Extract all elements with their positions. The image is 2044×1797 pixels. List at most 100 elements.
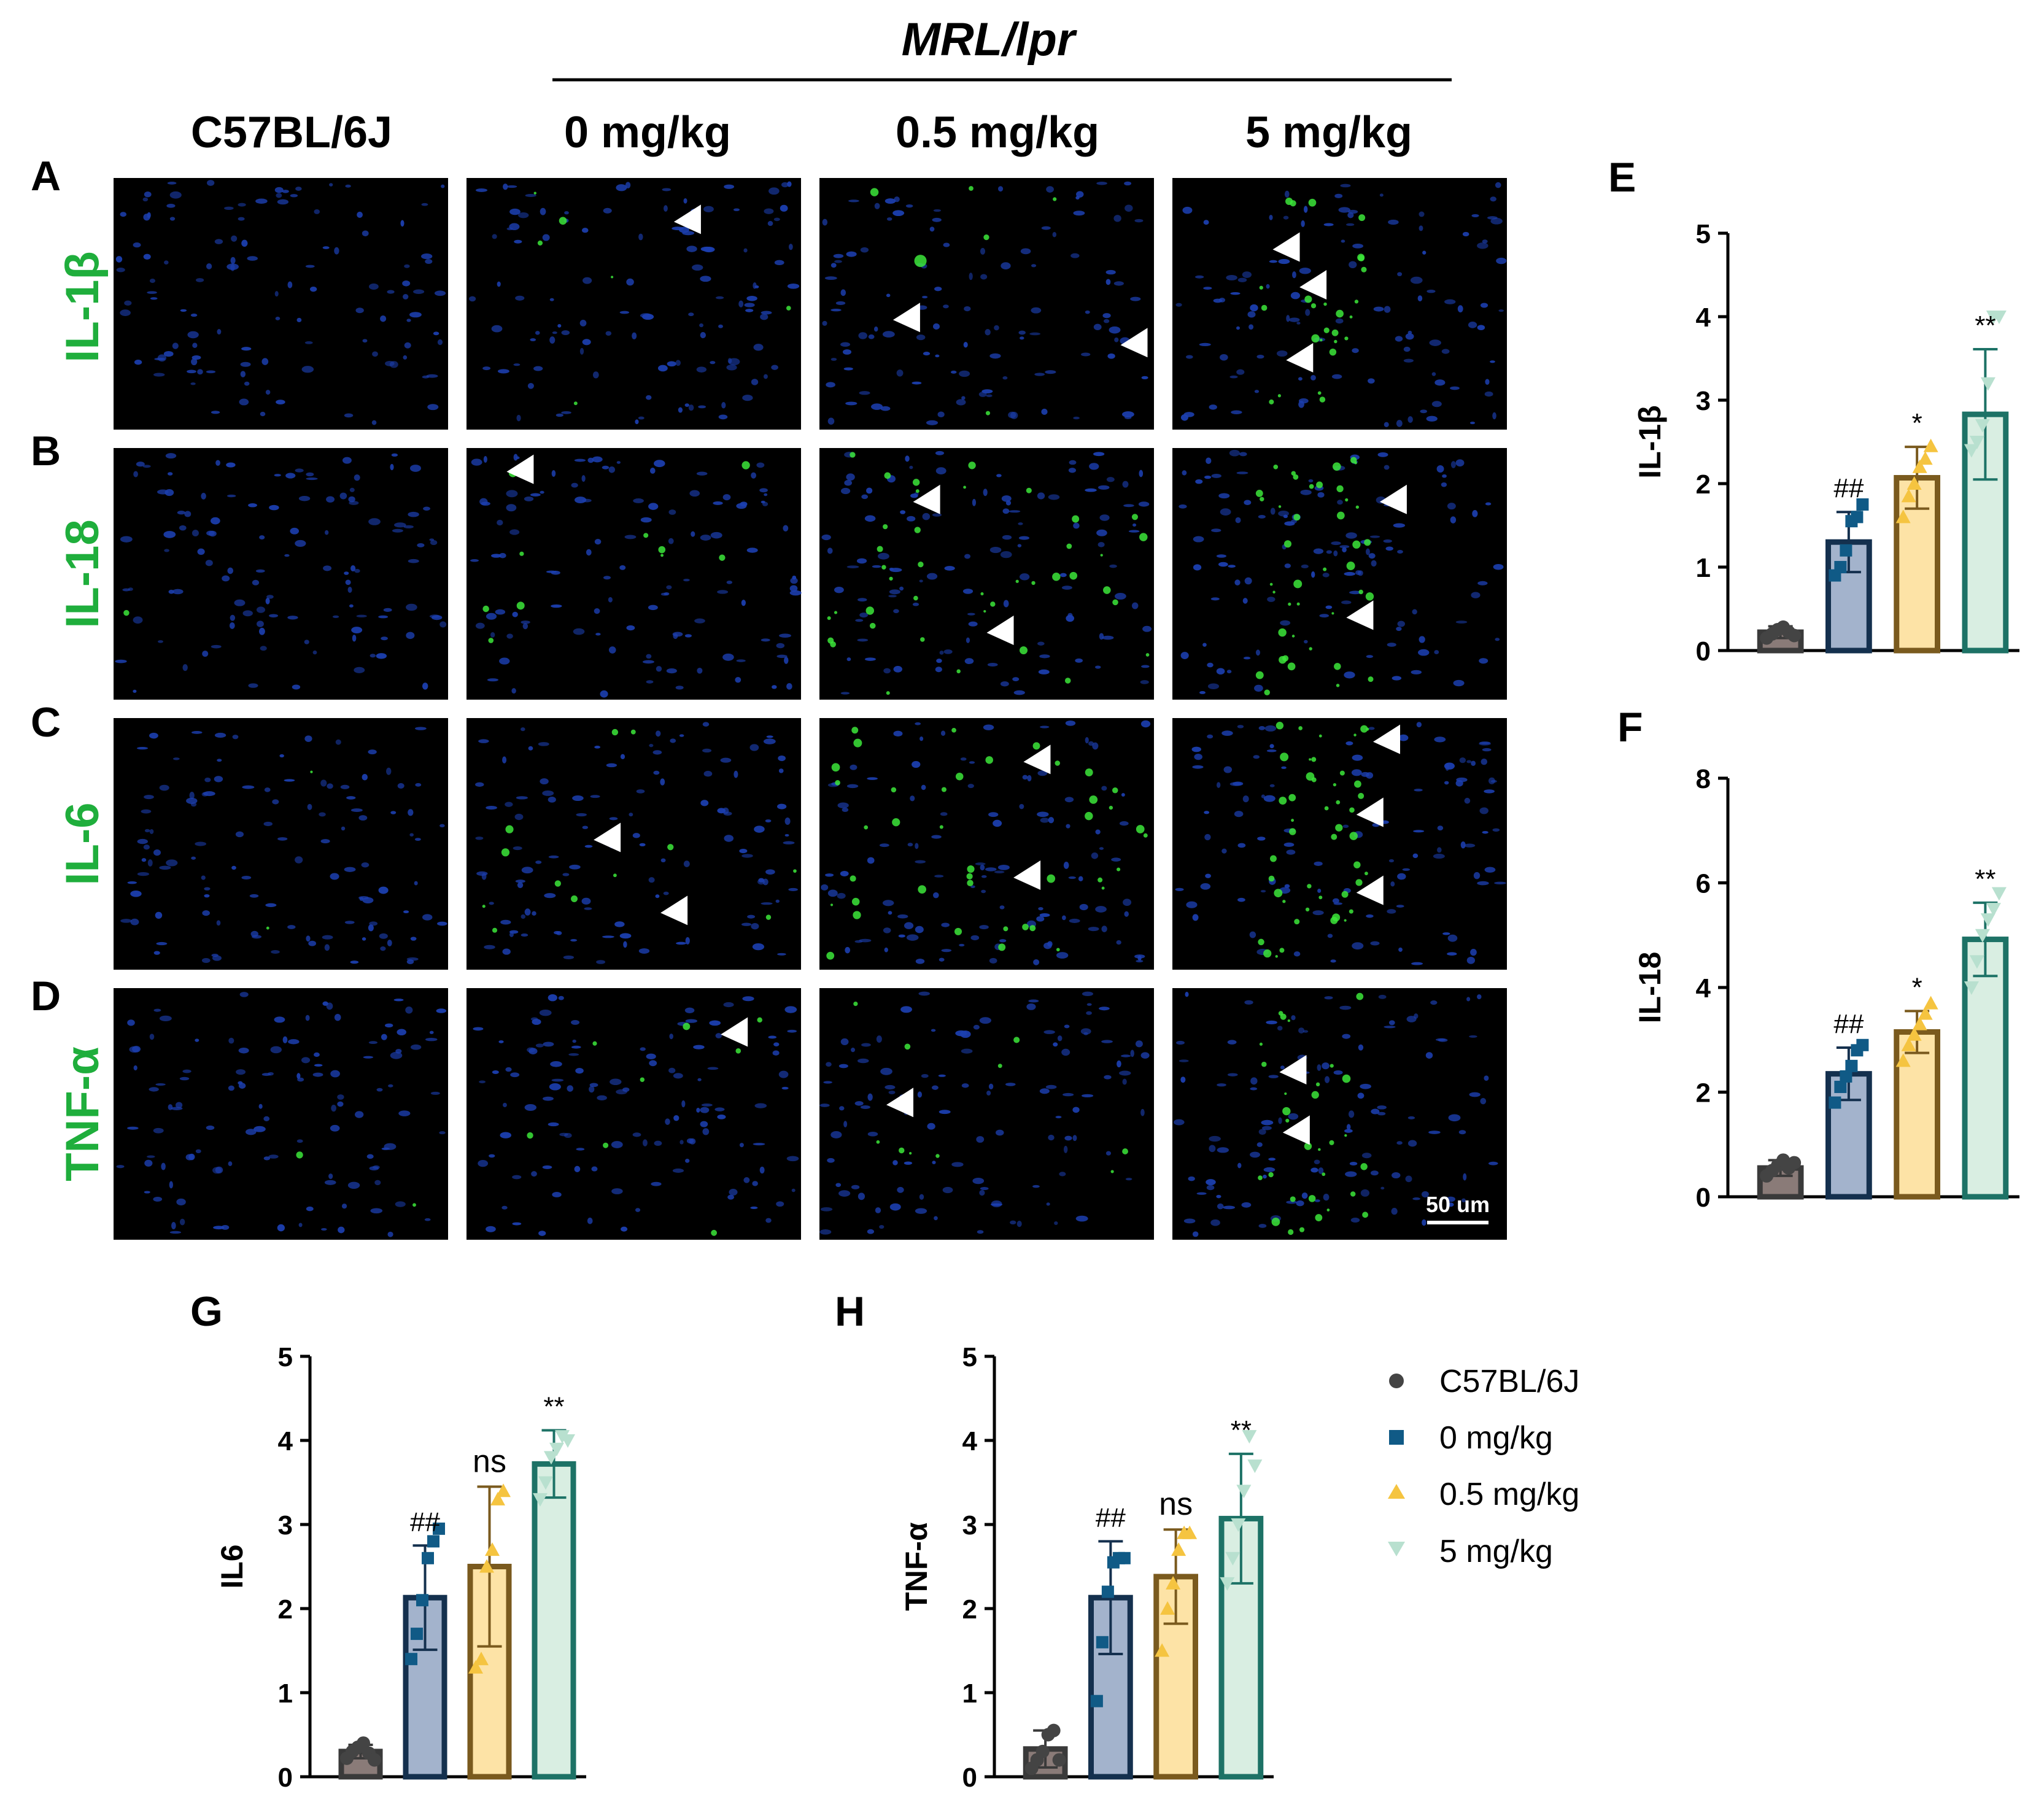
nucleus-blob (592, 371, 599, 379)
nucleus-blob (171, 1222, 176, 1229)
nucleus-blob (216, 920, 221, 926)
nucleus-blob (471, 458, 482, 466)
nucleus-blob (1407, 330, 1412, 334)
nucleus-blob (227, 567, 234, 574)
nucleus-blob (727, 358, 732, 364)
marker-spot (826, 951, 835, 960)
nucleus-blob (163, 531, 176, 538)
nucleus-blob (1349, 1162, 1358, 1165)
nucleus-blob (147, 291, 157, 294)
nucleus-blob (724, 835, 734, 842)
nucleus-blob (1045, 1084, 1057, 1089)
nucleus-blob (1407, 1140, 1417, 1147)
nucleus-blob (206, 1125, 215, 1130)
nucleus-blob (153, 1008, 161, 1012)
nucleus-blob (1351, 769, 1362, 776)
nucleus-blob (1437, 847, 1442, 853)
marker-spot (1358, 792, 1365, 799)
data-point (1236, 1485, 1252, 1499)
nucleus-blob (546, 570, 557, 573)
micrograph-background (1172, 718, 1507, 970)
y-tick-label: 4 (1696, 973, 1711, 1003)
nucleus-blob (822, 218, 828, 226)
nucleus-blob (763, 374, 768, 379)
nucleus-blob (1061, 585, 1072, 590)
micrograph-background (114, 178, 448, 430)
nucleus-blob (197, 548, 205, 555)
nucleus-blob (626, 278, 634, 286)
nucleus-blob (1344, 1129, 1353, 1133)
marker-spot (967, 865, 975, 873)
nucleus-blob (788, 244, 793, 250)
marker-spot (1139, 533, 1148, 541)
nucleus-blob (1317, 1064, 1322, 1071)
nucleus-blob (241, 875, 252, 879)
nucleus-blob (1484, 867, 1496, 873)
nucleus-blob (700, 331, 706, 339)
micrograph-background (1172, 178, 1507, 430)
marker-spot (1304, 1142, 1312, 1150)
nucleus-blob (274, 474, 281, 477)
nucleus-blob (934, 875, 944, 878)
nucleus-blob (414, 838, 421, 841)
nucleus-blob (337, 1101, 344, 1107)
nucleus-blob (1418, 649, 1430, 656)
nucleus-blob (839, 1106, 845, 1111)
nucleus-blob (874, 203, 880, 209)
nucleus-blob (1388, 219, 1399, 225)
nucleus-blob (684, 1158, 690, 1163)
y-tick-label: 4 (962, 1426, 978, 1456)
nucleus-blob (261, 358, 269, 365)
micrograph-panel (819, 718, 1154, 970)
nucleus-blob (1326, 550, 1333, 554)
nucleus-blob (509, 223, 520, 231)
nucleus-blob (552, 331, 557, 334)
data-point (1856, 498, 1869, 511)
nucleus-blob (961, 1083, 969, 1088)
nucleus-blob (1482, 748, 1492, 752)
nucleus-blob (1207, 683, 1220, 689)
nucleus-blob (503, 184, 508, 190)
nucleus-blob (1447, 934, 1458, 942)
nucleus-blob (524, 1104, 536, 1111)
nucleus-blob (542, 1096, 554, 1101)
nucleus-blob (959, 370, 970, 377)
micrograph-panel (466, 988, 801, 1240)
nucleus-blob (287, 281, 293, 288)
nucleus-blob (204, 894, 210, 898)
marker-spot (123, 609, 130, 616)
nucleus-blob (516, 414, 521, 422)
nucleus-blob (567, 1085, 574, 1092)
marker-spot (1276, 722, 1284, 730)
micrograph-background (466, 718, 801, 970)
nucleus-blob (314, 209, 320, 214)
nucleus-blob (1455, 620, 1468, 624)
nucleus-blob (857, 598, 867, 602)
marker-spot (939, 825, 943, 829)
nucleus-blob (960, 757, 967, 761)
marker-spot (1274, 889, 1283, 898)
marker-spot (1336, 309, 1344, 318)
nucleus-blob (1396, 420, 1403, 427)
nucleus-blob (611, 1141, 623, 1148)
nucleus-blob (242, 785, 255, 789)
nucleus-blob (1193, 536, 1204, 543)
nucleus-blob (258, 627, 265, 635)
marker-spot (1279, 948, 1285, 953)
nucleus-blob (202, 651, 209, 657)
nucleus-blob (939, 957, 945, 962)
nucleus-blob (1099, 514, 1110, 521)
nucleus-blob (1130, 296, 1141, 301)
nucleus-blob (648, 605, 658, 611)
nucleus-blob (594, 539, 602, 545)
nucleus-blob (1335, 318, 1344, 324)
nucleus-blob (206, 180, 215, 186)
nucleus-blob (231, 235, 238, 242)
nucleus-blob (733, 208, 740, 211)
data-point (1845, 1059, 1858, 1072)
nucleus-blob (819, 1103, 830, 1107)
nucleus-blob (1377, 1111, 1386, 1116)
marker-spot (516, 601, 525, 610)
nucleus-blob (1284, 563, 1291, 568)
nucleus-blob (1442, 932, 1450, 935)
